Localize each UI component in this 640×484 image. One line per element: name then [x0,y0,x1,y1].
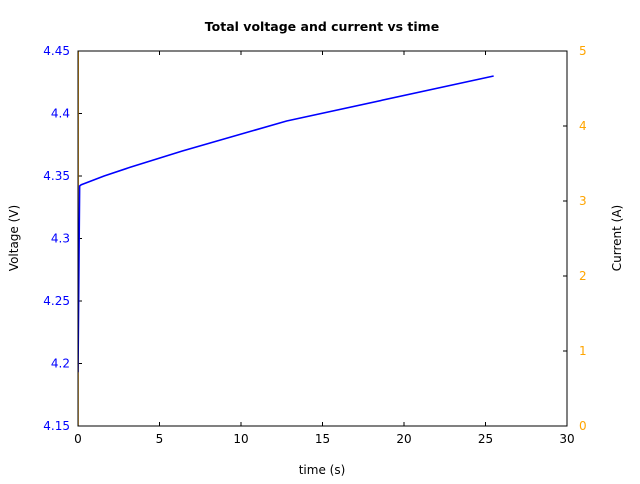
y2-tick-label: 2 [579,269,587,283]
y2-tick-label: 4 [579,119,587,133]
y2-tick-label: 1 [579,344,587,358]
x-tick-label: 15 [315,432,330,446]
x-tick-label: 25 [478,432,493,446]
y-tick-label: 4.25 [43,294,70,308]
x-tick-label: 0 [74,432,82,446]
y-tick-label: 4.15 [43,419,70,433]
y-tick-label: 4.4 [51,107,70,121]
y2-tick-label: 0 [579,419,587,433]
x-tick-label: 20 [396,432,411,446]
x-tick-label: 30 [559,432,574,446]
y-tick-label: 4.2 [51,357,70,371]
chart-title: Total voltage and current vs time [205,19,439,34]
y-tick-label: 4.45 [43,44,70,58]
y2-tick-label: 5 [579,44,587,58]
x-tick-label: 5 [156,432,164,446]
y-axis-label: Voltage (V) [7,205,21,271]
y2-axis-label: Current (A) [610,205,624,271]
voltage-line [78,76,494,372]
y-tick-label: 4.35 [43,169,70,183]
x-axis-label: time (s) [299,463,346,477]
plot-frame [78,51,567,426]
y-tick-label: 4.3 [51,232,70,246]
y2-tick-label: 3 [579,194,587,208]
x-tick-label: 10 [233,432,248,446]
